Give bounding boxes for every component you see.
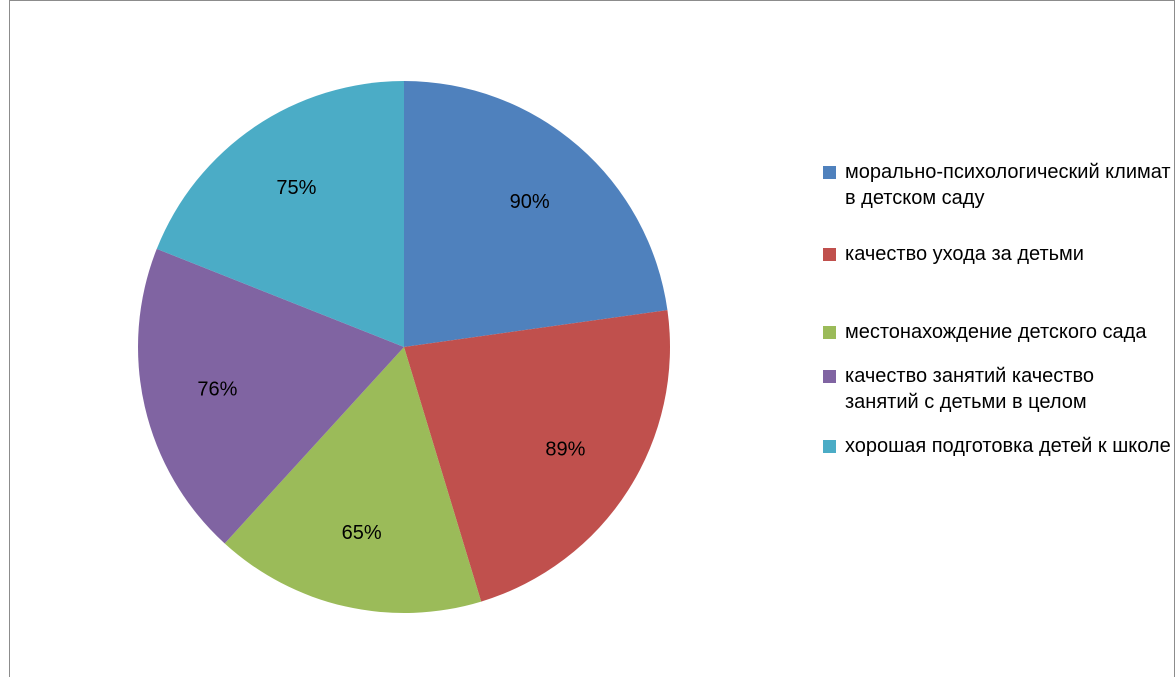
data-label-school-prep: 75% (276, 177, 316, 199)
chart-legend: морально-психологический климат в детско… (823, 159, 1173, 459)
legend-item-care: качество ухода за детьми (823, 241, 1173, 267)
pie-slice-lessons (138, 248, 404, 544)
pie-slice-care (404, 310, 670, 602)
legend-item-location: местонахождение детского сада (823, 319, 1173, 345)
legend-swatch-climate (823, 166, 836, 179)
legend-swatch-location (823, 326, 836, 339)
legend-item-school-prep: хорошая подготовка детей к школе (823, 433, 1173, 459)
data-label-care: 89% (545, 438, 585, 460)
data-label-lessons: 76% (197, 378, 237, 400)
legend-label-care: качество ухода за детьми (845, 243, 1084, 265)
pie-chart: 90% 89% 65% 76% 75% (138, 81, 670, 613)
pie-slice-school-prep (156, 81, 404, 347)
data-label-climate: 90% (510, 191, 550, 213)
pie-slice-location (224, 347, 482, 613)
legend-label-school-prep: хорошая подготовка детей к школе (845, 435, 1171, 457)
pie-slices (138, 81, 670, 613)
legend-label-climate: морально-психологический климат в детско… (845, 161, 1171, 209)
pie-data-labels: 90% 89% 65% 76% 75% (197, 177, 585, 544)
legend-swatch-school-prep (823, 440, 836, 453)
legend-label-lessons: качество занятий качество занятий с деть… (845, 365, 1094, 413)
legend-item-climate: морально-психологический климат в детско… (823, 159, 1173, 211)
legend-swatch-care (823, 248, 836, 261)
legend-label-location: местонахождение детского сада (845, 321, 1147, 343)
legend-item-lessons: качество занятий качество занятий с деть… (823, 363, 1173, 415)
legend-swatch-lessons (823, 370, 836, 383)
chart-area: 90% 89% 65% 76% 75% морально-психологический… (9, 0, 1175, 677)
pie-slice-climate (404, 81, 668, 347)
data-label-location: 65% (342, 522, 382, 544)
